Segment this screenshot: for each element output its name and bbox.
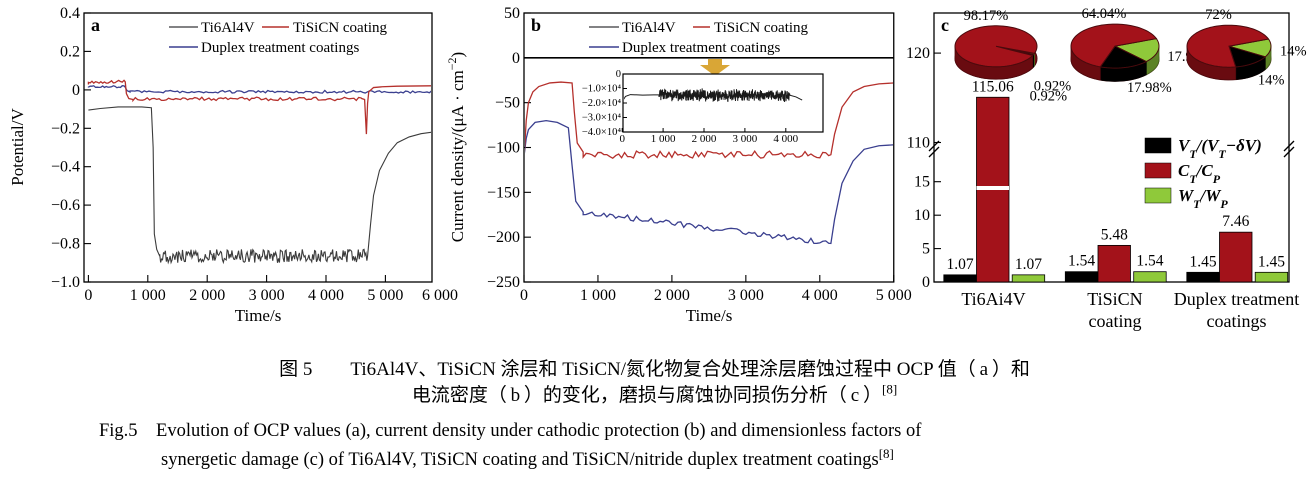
svg-text:Ti6Al4V: Ti6Al4V xyxy=(201,20,255,36)
svg-text:1.07: 1.07 xyxy=(1015,256,1042,273)
svg-text:0: 0 xyxy=(512,50,520,67)
svg-text:0: 0 xyxy=(520,287,528,304)
svg-text:5: 5 xyxy=(922,241,930,258)
svg-text:a: a xyxy=(91,15,100,35)
svg-text:1.07: 1.07 xyxy=(946,256,973,273)
svg-text:−250: −250 xyxy=(487,274,520,291)
svg-text:14%: 14% xyxy=(1258,72,1285,88)
svg-text:−3.0×10⁴: −3.0×10⁴ xyxy=(582,113,621,124)
svg-text:0: 0 xyxy=(616,69,621,80)
svg-text:−0.2: −0.2 xyxy=(51,120,80,137)
svg-text:7.46: 7.46 xyxy=(1222,213,1249,230)
svg-text:5 000: 5 000 xyxy=(876,287,912,304)
svg-text:coating: coating xyxy=(1089,311,1142,331)
svg-text:Current density/(μA · cm−2): Current density/(μA · cm−2) xyxy=(445,52,467,242)
svg-text:−200: −200 xyxy=(487,229,520,246)
svg-text:1 000: 1 000 xyxy=(130,287,166,304)
svg-text:0.2: 0.2 xyxy=(60,43,80,60)
svg-text:110: 110 xyxy=(907,135,930,152)
svg-text:TiSiCN: TiSiCN xyxy=(1087,289,1142,309)
svg-text:−0.8: −0.8 xyxy=(51,236,80,253)
svg-text:−100: −100 xyxy=(487,140,520,157)
svg-text:3 000: 3 000 xyxy=(733,133,758,145)
svg-text:−0.4: −0.4 xyxy=(51,159,80,176)
svg-text:72%: 72% xyxy=(1205,7,1232,23)
svg-text:50: 50 xyxy=(504,5,520,22)
svg-text:4 000: 4 000 xyxy=(802,287,838,304)
svg-text:0: 0 xyxy=(72,82,80,99)
svg-text:Time/s: Time/s xyxy=(686,306,733,325)
svg-text:−2.0×10⁴: −2.0×10⁴ xyxy=(582,98,621,109)
svg-text:Ti6Al4V: Ti6Al4V xyxy=(622,20,676,36)
svg-text:coatings: coatings xyxy=(1207,311,1267,331)
svg-text:2 000: 2 000 xyxy=(692,133,717,145)
svg-text:−150: −150 xyxy=(487,184,520,201)
svg-text:Duplex treatment: Duplex treatment xyxy=(1174,289,1299,309)
svg-text:120: 120 xyxy=(906,45,930,62)
svg-text:0: 0 xyxy=(922,274,930,291)
svg-text:2 000: 2 000 xyxy=(189,287,225,304)
svg-text:Potential/V: Potential/V xyxy=(8,108,27,186)
svg-text:−50: −50 xyxy=(495,95,520,112)
svg-text:5.48: 5.48 xyxy=(1101,226,1128,243)
svg-text:1 000: 1 000 xyxy=(651,133,676,145)
svg-text:Time/s: Time/s xyxy=(235,306,282,325)
svg-text:1.54: 1.54 xyxy=(1068,253,1095,270)
svg-text:115.06: 115.06 xyxy=(972,78,1014,95)
svg-text:0.92%: 0.92% xyxy=(1030,89,1067,105)
svg-text:98.17%: 98.17% xyxy=(964,8,1009,24)
svg-text:15: 15 xyxy=(914,174,930,191)
svg-text:TiSiCN coating: TiSiCN coating xyxy=(714,20,809,36)
svg-text:1 000: 1 000 xyxy=(580,287,616,304)
svg-text:0: 0 xyxy=(84,287,92,304)
svg-text:Ti6Ai4V: Ti6Ai4V xyxy=(961,289,1025,309)
svg-text:b: b xyxy=(531,15,541,35)
svg-text:TiSiCN coating: TiSiCN coating xyxy=(293,20,388,36)
svg-text:17.98%: 17.98% xyxy=(1127,80,1172,96)
svg-text:1.54: 1.54 xyxy=(1136,253,1163,270)
svg-text:1.45: 1.45 xyxy=(1258,253,1285,270)
svg-text:3 000: 3 000 xyxy=(728,287,764,304)
svg-text:64.04%: 64.04% xyxy=(1082,6,1127,22)
svg-text:10: 10 xyxy=(914,207,930,224)
svg-text:14%: 14% xyxy=(1280,44,1307,60)
svg-text:Duplex treatment coatings: Duplex treatment coatings xyxy=(201,40,359,56)
svg-text:Duplex treatment coatings: Duplex treatment coatings xyxy=(622,40,780,56)
svg-text:−1.0: −1.0 xyxy=(51,274,80,291)
svg-text:3 000: 3 000 xyxy=(249,287,285,304)
svg-text:1.45: 1.45 xyxy=(1189,253,1216,270)
svg-text:−1.0×10⁴: −1.0×10⁴ xyxy=(582,84,621,95)
svg-text:4 000: 4 000 xyxy=(773,133,798,145)
svg-text:0.4: 0.4 xyxy=(60,5,80,22)
svg-text:c: c xyxy=(941,15,949,35)
svg-text:−4.0×10⁴: −4.0×10⁴ xyxy=(582,127,621,138)
svg-text:0: 0 xyxy=(619,133,625,145)
svg-text:5 000: 5 000 xyxy=(367,287,403,304)
svg-text:6 000: 6 000 xyxy=(422,287,458,304)
svg-text:2 000: 2 000 xyxy=(654,287,690,304)
svg-text:−0.6: −0.6 xyxy=(51,197,80,214)
svg-text:4 000: 4 000 xyxy=(308,287,344,304)
